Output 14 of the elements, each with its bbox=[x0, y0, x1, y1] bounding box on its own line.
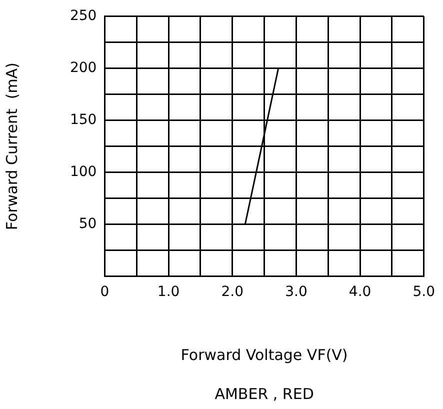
y-tick-label: 250 bbox=[70, 8, 97, 24]
text: AMBER , RED bbox=[214, 384, 314, 403]
x-tick-label: 4.0 bbox=[348, 284, 372, 300]
y-axis-title: Forward Current (mA) bbox=[2, 62, 21, 230]
x-axis-title: Forward Voltage VF(V) bbox=[180, 346, 348, 364]
y-tick-label: 150 bbox=[70, 112, 97, 128]
y-tick-label: 200 bbox=[70, 60, 97, 76]
x-tick-label: 2.0 bbox=[221, 284, 244, 300]
x-tick-label: 3.0 bbox=[285, 284, 308, 300]
x-tick-label: 5.0 bbox=[412, 284, 435, 300]
x-tick-label: 1.0 bbox=[157, 284, 180, 300]
y-tick-label: 100 bbox=[70, 164, 97, 180]
x-tick-label: 0 bbox=[100, 284, 110, 300]
y-tick-label: 50 bbox=[78, 216, 97, 232]
